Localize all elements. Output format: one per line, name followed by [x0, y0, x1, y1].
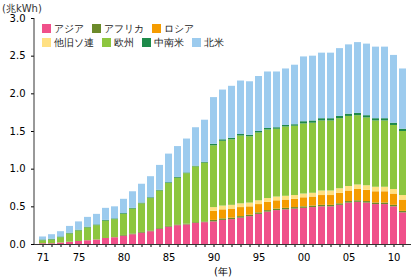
html-text:北米: 北米: [204, 37, 224, 48]
svg-text:0.5: 0.5: [10, 201, 26, 212]
svg-text:0.0: 0.0: [10, 239, 26, 250]
svg-text:75: 75: [73, 252, 86, 263]
svg-text:00: 00: [298, 252, 311, 263]
svg-text:90: 90: [208, 252, 221, 263]
svg-text:2.0: 2.0: [10, 88, 26, 99]
html-text:欧州: 欧州: [114, 37, 134, 48]
svg-text:1.5: 1.5: [10, 126, 26, 137]
html-text:他旧ソ連: 他旧ソ連: [54, 37, 94, 48]
svg-text:(年): (年): [214, 266, 232, 277]
svg-text:1.0: 1.0: [10, 163, 26, 174]
svg-text:71: 71: [37, 252, 50, 263]
svg-text:3.0: 3.0: [10, 13, 26, 24]
html-text:ロシア: ロシア: [164, 23, 194, 34]
html-text:中南米: 中南米: [154, 37, 184, 48]
svg-text:85: 85: [163, 252, 176, 263]
html-text:アジア: アジア: [54, 23, 84, 34]
svg-text:2.5: 2.5: [10, 50, 26, 61]
html-text:(兆kWh): (兆kWh): [2, 3, 42, 14]
html-text:アフリカ: アフリカ: [104, 23, 144, 34]
svg-text:10: 10: [388, 252, 401, 263]
svg-text:80: 80: [118, 252, 131, 263]
svg-text:95: 95: [253, 252, 266, 263]
svg-text:05: 05: [343, 252, 356, 263]
